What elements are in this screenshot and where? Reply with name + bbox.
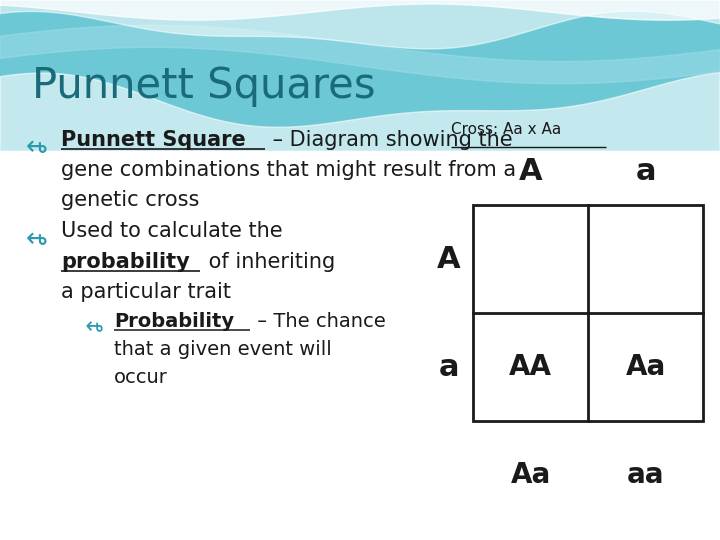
Text: genetic cross: genetic cross	[61, 190, 199, 210]
Text: Aa: Aa	[510, 461, 551, 489]
Text: occur: occur	[114, 368, 168, 387]
Text: ↬: ↬	[23, 131, 45, 157]
Text: – Diagram showing the: – Diagram showing the	[266, 130, 513, 150]
Text: Punnett Squares: Punnett Squares	[32, 65, 376, 107]
Text: a: a	[438, 353, 459, 382]
Text: A: A	[519, 157, 542, 186]
Text: ↬: ↬	[23, 222, 45, 248]
Bar	[473, 205, 703, 421]
Text: a particular trait: a particular trait	[61, 282, 231, 302]
Text: Probability: Probability	[114, 312, 234, 331]
Text: AA: AA	[509, 353, 552, 381]
Text: – The chance: – The chance	[251, 312, 386, 331]
Text: Aa: Aa	[626, 353, 666, 381]
Text: gene combinations that might result from a: gene combinations that might result from…	[61, 160, 516, 180]
Text: Punnett Square: Punnett Square	[61, 130, 246, 150]
Text: A: A	[437, 245, 460, 274]
Text: probability: probability	[61, 252, 190, 272]
Text: ↬: ↬	[83, 313, 102, 333]
Text: that a given event will: that a given event will	[114, 340, 331, 359]
Text: of inheriting: of inheriting	[202, 252, 335, 272]
Text: Cross: Aa x Aa: Cross: Aa x Aa	[451, 122, 562, 137]
Text: a: a	[636, 157, 656, 186]
Text: Used to calculate the: Used to calculate the	[61, 221, 283, 241]
Text: aa: aa	[627, 461, 665, 489]
